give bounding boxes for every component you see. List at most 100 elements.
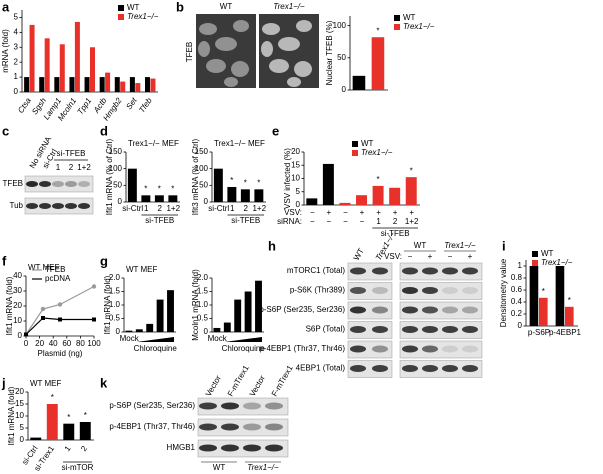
blot-band <box>462 306 478 314</box>
legend-swatch <box>118 14 124 20</box>
x-tick-label: 2 <box>393 217 398 226</box>
chart-title: Trex1−/− MEF <box>214 139 265 148</box>
bar <box>84 77 90 92</box>
bar <box>352 75 366 90</box>
blot-background <box>347 340 393 359</box>
bar <box>322 163 334 205</box>
x-tick-label: 60 <box>62 339 71 348</box>
x-tick-label: − <box>310 217 315 226</box>
y-tick-label: 5 <box>14 13 19 22</box>
blot-row-label: mTORC1 (Total) <box>287 266 345 275</box>
blot-background <box>347 262 393 281</box>
blot-background <box>347 282 393 300</box>
cell <box>261 41 273 57</box>
x-tick-label: Mock <box>120 334 140 343</box>
bar <box>141 195 151 202</box>
row-label: siRNA: <box>277 217 302 226</box>
x-tick-label: 2 <box>158 204 163 213</box>
y-axis-label: VSV infected (%) <box>283 148 292 209</box>
x-tick-label: 1 <box>376 217 381 226</box>
y-tick-label: 0.5 <box>109 314 121 323</box>
blot-band <box>350 326 366 333</box>
blot-column-label: Trex1−/− <box>444 241 476 250</box>
bar <box>46 404 58 440</box>
blot-band <box>243 423 261 431</box>
blot-band <box>462 287 478 294</box>
blot-row-label: TFEB <box>3 179 23 188</box>
bar <box>167 290 174 332</box>
bar <box>306 198 318 205</box>
blot-column-label: Vector <box>248 374 267 398</box>
blot-column-label: 1+2 <box>77 163 91 172</box>
blot-band <box>78 181 90 187</box>
cell <box>198 41 210 57</box>
blot-band <box>372 306 388 314</box>
image-label: Trex1−/− <box>273 2 305 11</box>
blot-band <box>65 203 77 209</box>
blot-column-label: 2 <box>69 163 74 172</box>
vsv-value: + <box>409 208 414 217</box>
bar <box>356 195 368 205</box>
y-tick-label: 50 <box>199 180 208 189</box>
panel-letter: i <box>502 238 506 253</box>
bar <box>244 291 252 332</box>
chart-title: WT MEF <box>28 263 60 272</box>
blot-group-label: si-TFEB <box>57 149 86 158</box>
row-label: VSV: <box>284 208 302 217</box>
bar <box>372 185 384 205</box>
legend-swatch <box>394 15 400 21</box>
blot-background <box>399 282 483 300</box>
x-tick-label: Tfeb <box>137 96 154 115</box>
blot-band <box>442 287 458 294</box>
y-tick-label: 150 <box>195 147 209 156</box>
x-tick-label: − <box>327 217 332 226</box>
dose-wedge <box>136 337 174 342</box>
blot-band <box>462 326 478 333</box>
cell <box>296 20 312 32</box>
bar <box>29 24 35 93</box>
y-tick-label: 20 <box>13 301 22 310</box>
marker <box>24 332 28 337</box>
marker <box>41 316 45 320</box>
panel-letter: g <box>100 253 108 268</box>
cell <box>215 37 237 51</box>
image-label: WT <box>220 2 233 11</box>
blot-background <box>399 321 483 339</box>
y-tick-label: 0.8 <box>511 273 523 282</box>
treatment-value: − <box>448 252 453 261</box>
blot-band <box>350 306 366 314</box>
bar <box>371 37 385 90</box>
group-label: Chloroquine <box>134 344 178 353</box>
legend-swatch <box>532 251 538 257</box>
bar <box>223 322 231 332</box>
significance-star: * <box>158 184 161 193</box>
blot-group-label: WT <box>213 463 226 472</box>
legend-label: TFEB <box>45 265 65 274</box>
blot-column-label: F-mTrex1 <box>270 363 295 398</box>
blot-band <box>372 365 388 372</box>
y-tick-label: 10 <box>13 316 22 325</box>
y-tick-label: 5 <box>296 187 301 196</box>
treatment-label: VSV: <box>384 252 402 261</box>
blot-band <box>402 267 418 275</box>
blot-band <box>402 365 418 372</box>
x-tick-label: p-4EBP1 <box>549 328 582 337</box>
blot-band <box>243 402 261 410</box>
y-axis-label: Mcoln1 mRNA (fold) <box>191 269 200 341</box>
bar <box>39 77 45 92</box>
y-axis-label: Ifit1 mRNA (fold) <box>5 276 14 335</box>
bar <box>254 189 264 202</box>
y-tick-label: 0 <box>296 200 301 209</box>
x-tick-label: Mock <box>208 334 228 343</box>
y-tick-label: 50 <box>113 180 122 189</box>
bar <box>120 81 126 92</box>
y-tick-label: 0 <box>20 435 25 444</box>
significance-star: * <box>542 287 545 296</box>
x-tick-label: 20 <box>35 339 44 348</box>
panel-letter: b <box>176 0 184 14</box>
blot-band <box>372 267 388 275</box>
marker <box>58 317 62 322</box>
treatment-value: + <box>428 252 433 261</box>
y-tick-label: 100 <box>109 164 123 173</box>
blot-band <box>26 181 38 187</box>
